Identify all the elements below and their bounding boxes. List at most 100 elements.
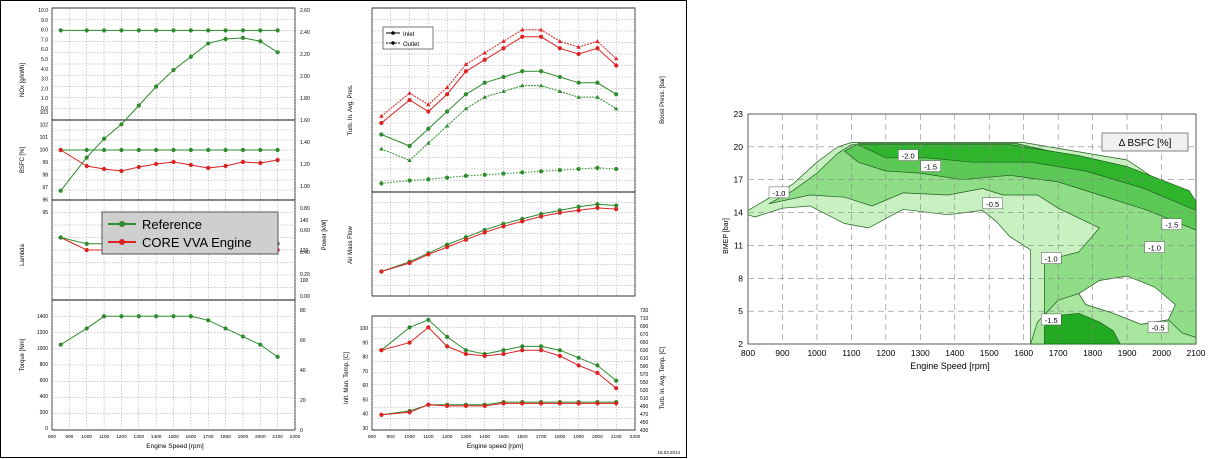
- turb-temp-reference-point: [538, 344, 544, 349]
- turb-temp-core-point: [520, 348, 525, 353]
- boost-core-outlet-point: [520, 27, 525, 32]
- bsfc-core-point: [58, 147, 63, 153]
- contour-y-tick: 20: [734, 142, 744, 152]
- inlet-temp-core-point: [538, 401, 544, 406]
- contour-label: -2.0: [902, 152, 915, 161]
- power-reference-point: [223, 36, 228, 42]
- contour-x-tick: 1600: [1014, 348, 1033, 358]
- contour-x-tick: 1400: [945, 348, 964, 358]
- contour-label-box: [897, 149, 919, 161]
- turb-ratio-reference-point: [538, 169, 544, 174]
- air-core-point: [614, 207, 619, 212]
- bsfc-reference-point: [171, 147, 176, 153]
- torque-reference-point: [171, 314, 176, 319]
- power-reference-point: [119, 122, 124, 127]
- turb-temp-core-point: [426, 325, 431, 330]
- boost-reference-outlet-point: [463, 106, 469, 111]
- boost-core-point: [557, 46, 562, 51]
- power-reference-point: [188, 54, 193, 59]
- contour-x-tick: 1800: [1083, 348, 1102, 358]
- contour-x-tick: 800: [741, 348, 755, 358]
- torque-reference-point: [188, 314, 193, 319]
- torque-reference-point: [58, 342, 63, 347]
- boost-reference-point: [614, 92, 619, 97]
- legend: Reference CORE VVA Engine: [101, 211, 279, 255]
- contour-label-box: [1147, 321, 1169, 333]
- power-axis-label: Power [kW]: [322, 219, 328, 250]
- boost-reference-outlet-point: [538, 83, 544, 88]
- bsfc-tick: 98: [42, 173, 48, 179]
- bsfc-axis-label: BSFC [%]: [20, 147, 26, 174]
- turb-temp-tick: 550: [640, 380, 649, 386]
- bsfc-reference-point: [188, 147, 193, 153]
- boost-axis-label: Boost Press. [bar]: [660, 76, 666, 124]
- power-tick: 1.20: [300, 162, 310, 168]
- turb-temp-core-point: [501, 351, 506, 357]
- boost-reference-point: [426, 126, 431, 131]
- x-tick-left: 1700: [203, 434, 214, 440]
- turb-temp-reference-point: [614, 378, 619, 383]
- boost-reference-point: [445, 109, 450, 114]
- date-stamp: 18.03.2014: [657, 450, 680, 455]
- lambda-reference-point: [84, 241, 89, 246]
- x-tick-left: 1500: [168, 434, 179, 440]
- contour-label-box: [1161, 218, 1183, 230]
- x-tick-left: 1100: [99, 434, 110, 440]
- x-tick-left: 900: [65, 434, 73, 440]
- contour-y-tick: 14: [734, 208, 744, 218]
- contour-label: -1.5: [924, 163, 937, 172]
- power-tick: 0.80: [300, 206, 310, 212]
- boost-core-outlet-point: [444, 85, 450, 89]
- x-tick-right: 1400: [479, 434, 490, 440]
- power-reference-point: [136, 103, 141, 108]
- inlet-temp-tick: 80: [362, 355, 368, 361]
- inlet-temp-core-point: [557, 401, 562, 406]
- turb-temp-reference-point: [426, 317, 431, 322]
- boost-reference-point: [520, 69, 525, 74]
- contour-x-tick: 1200: [876, 348, 895, 358]
- bsfc-reference-point: [154, 147, 159, 153]
- power-tick: 2.60: [300, 8, 310, 14]
- bsfc-core-point: [240, 159, 246, 165]
- contour-label: -0.5: [986, 200, 999, 209]
- boost-reference-point: [501, 74, 506, 80]
- x-tick-left: 1400: [151, 434, 162, 440]
- inlet-temp-core-point: [595, 401, 600, 406]
- turb-ratio-axis-label: Turb. In. Avg. Pres.: [348, 84, 354, 135]
- torque-tick: 1200: [37, 330, 48, 336]
- torque-axis-label: Torque [Nm]: [20, 338, 26, 371]
- nox-axis-label: NOx [g/kWh]: [20, 63, 26, 97]
- x-axis-label-left: Engine Speed [rpm]: [146, 443, 204, 450]
- bsfc-reference-point: [258, 147, 263, 153]
- inlet-temp-core-point: [614, 401, 619, 406]
- bsfc-tick: 97: [42, 185, 48, 191]
- boost-core-outlet-point: [426, 102, 431, 107]
- nox-reference-point: [223, 28, 228, 33]
- nox-reference-point: [119, 28, 124, 33]
- bsfc-tick: 95: [42, 210, 48, 216]
- contour-label: -1.5: [1045, 316, 1058, 325]
- x-tick-left: 1800: [220, 434, 231, 440]
- boost-reference-outlet-point: [501, 89, 506, 93]
- boost-core-point: [482, 57, 487, 62]
- contour-y-tick: 2: [738, 339, 743, 349]
- boost-reference-outlet-point: [379, 146, 384, 151]
- turb-ratio-reference-point: [595, 165, 600, 170]
- bsfc-tick: 103: [40, 110, 49, 116]
- power-tick: 2.40: [300, 30, 310, 36]
- inlet-temp-core-point: [482, 403, 487, 409]
- turb-temp-reference-point: [445, 334, 450, 339]
- bsfc-reference-point: [136, 147, 141, 153]
- air-core-point: [538, 214, 544, 219]
- air-core-point: [463, 237, 469, 242]
- bsfc-tick: 100: [40, 148, 49, 154]
- x-tick-right: 2100: [611, 434, 622, 440]
- contour-x-tick: 1300: [911, 348, 930, 358]
- torque-tick: 400: [40, 394, 49, 400]
- bsfc-reference-point: [275, 147, 280, 153]
- x-tick-right: 900: [387, 434, 395, 440]
- boost-core-outlet-point: [576, 44, 581, 49]
- turb-ratio-reference-point: [501, 171, 506, 176]
- turb-temp-tick: 570: [640, 372, 649, 378]
- air-core-point: [576, 208, 581, 213]
